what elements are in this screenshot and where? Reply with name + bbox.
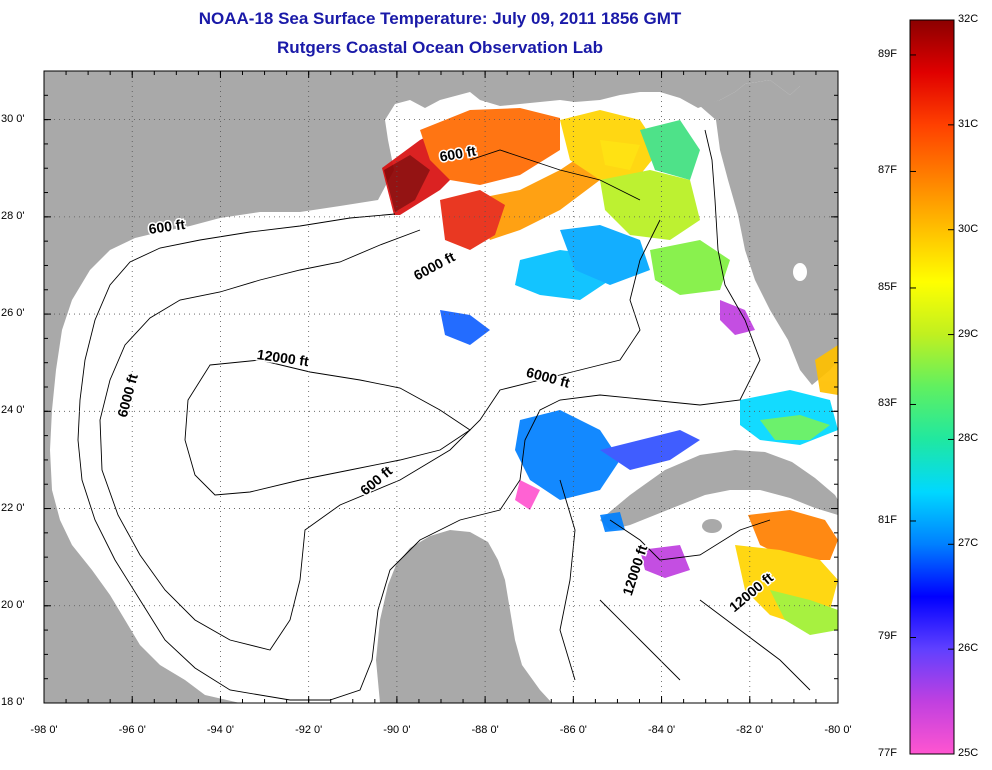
- axis-ticks: [43, 70, 839, 704]
- lon-tick-label: -96 0': [118, 724, 146, 736]
- lat-lon-grid: [44, 71, 838, 703]
- lat-tick-label: 30 0': [1, 112, 25, 125]
- colorbar-fahrenheit-label: 85F: [878, 280, 897, 293]
- contour-label: 12000 ft: [256, 346, 310, 369]
- lat-tick-label: 28 0': [1, 209, 25, 222]
- lat-tick-label: 24 0': [1, 404, 25, 417]
- contour-label: 600 ft: [438, 142, 477, 164]
- colorbar-fahrenheit-label: 89F: [878, 47, 897, 60]
- colorbar-celsius-label: 27C: [958, 537, 979, 550]
- lon-tick-label: -82 0': [736, 724, 764, 736]
- lon-tick-label: -94 0': [206, 724, 235, 736]
- colorbar-celsius-label: 30C: [958, 222, 979, 235]
- map-subtitle: Rutgers Coastal Ocean Observation Lab: [277, 38, 603, 57]
- contour-600ft: [77, 129, 761, 701]
- contour-label-halo: 600 ft: [148, 216, 187, 237]
- lon-tick-label: -84 0': [647, 724, 676, 736]
- colorbar-fahrenheit-label: 81F: [878, 513, 897, 526]
- lon-tick-label: -98 0': [30, 724, 58, 736]
- lake-okeechobee: [793, 263, 807, 281]
- contour-12000ft: [184, 359, 471, 496]
- lat-tick-label: 18 0': [1, 696, 25, 708]
- bathymetry-contours: [77, 129, 811, 701]
- land-isla-juventud: [702, 519, 722, 533]
- map-title: NOAA-18 Sea Surface Temperature: July 09…: [198, 9, 682, 28]
- colorbar-celsius-label: 31C: [958, 117, 979, 130]
- lon-tick-label: -90 0': [383, 724, 411, 736]
- land-florida: [700, 80, 838, 385]
- sst-swath: [382, 108, 838, 635]
- lon-tick-label: -92 0': [295, 724, 323, 736]
- colorbar-fahrenheit-label: 77F: [878, 747, 897, 759]
- colorbar-fahrenheit-label: 83F: [878, 397, 897, 410]
- colorbar-fahrenheit-label: 87F: [878, 164, 897, 177]
- contour-6000ft: [99, 219, 661, 651]
- colorbar-ticks: [910, 19, 954, 755]
- colorbar-celsius-label: 26C: [958, 642, 979, 655]
- colorbar-fahrenheit-label: 79F: [878, 630, 897, 643]
- land-yucatan: [376, 530, 552, 703]
- lon-tick-label: -88 0': [471, 724, 499, 736]
- colorbar-celsius-label: 29C: [958, 327, 979, 340]
- land-cuba: [600, 450, 838, 530]
- land-north-america: [44, 71, 838, 703]
- lon-tick-label: -80 0': [824, 724, 852, 736]
- colorbar-celsius-label: 25C: [958, 747, 979, 759]
- lat-tick-label: 26 0': [1, 307, 25, 320]
- colorbar-celsius-label: 28C: [958, 432, 979, 445]
- lat-tick-label: 22 0': [1, 501, 25, 514]
- lat-tick-label: 20 0': [1, 598, 25, 611]
- contour-label: 600 ft: [148, 216, 187, 237]
- colorbar-celsius-label: 32C: [958, 13, 979, 25]
- colorbar: [909, 19, 955, 755]
- lon-tick-label: -86 0': [559, 724, 587, 736]
